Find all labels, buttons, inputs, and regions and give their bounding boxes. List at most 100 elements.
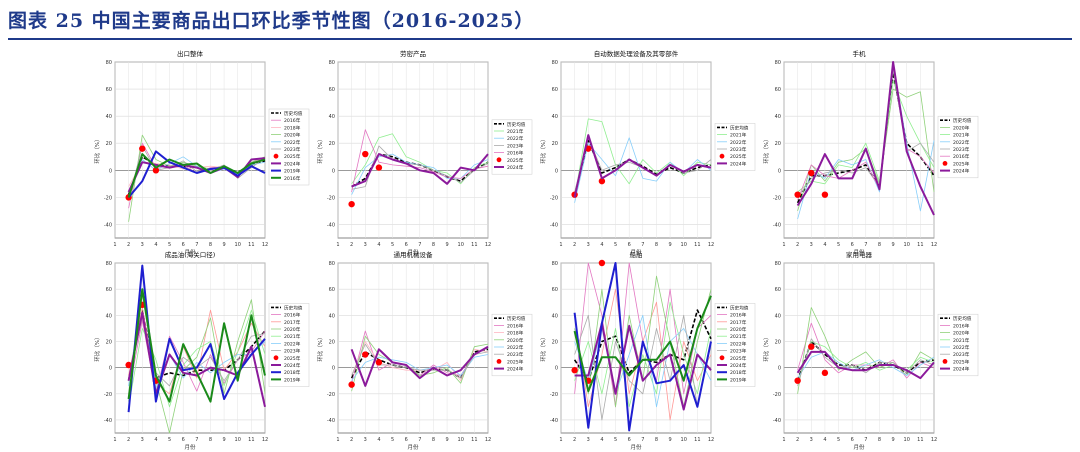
legend-label: 2023年	[284, 146, 301, 153]
y-tick-label: 0	[332, 366, 335, 372]
x-tick-label: 12	[708, 242, 714, 248]
legend-label: 2016年	[284, 312, 301, 319]
x-tick-label: 3	[141, 437, 144, 443]
y-tick-label: -20	[773, 195, 781, 201]
series-line	[573, 295, 712, 393]
x-tick-label: 5	[614, 242, 617, 248]
y-tick-label: -40	[104, 418, 112, 424]
x-tick-label: 6	[405, 242, 408, 248]
y-tick-label: 20	[775, 141, 781, 147]
data-point	[362, 351, 369, 358]
y-tick-label: 60	[329, 287, 335, 293]
plot-frame	[337, 61, 489, 239]
x-axis-label: 月份	[630, 443, 642, 451]
y-tick-label: 80	[329, 261, 335, 267]
y-tick-label: 0	[109, 168, 112, 174]
legend: 历史均值2016年2018年2020年2022年2023年2025年2024年2…	[268, 108, 310, 186]
data-point	[794, 191, 801, 198]
y-tick-label: 80	[106, 261, 112, 267]
x-tick-label: 8	[655, 242, 658, 248]
legend-label: 2022年	[507, 344, 524, 351]
chart-title: 出口整体	[177, 49, 204, 58]
plot-frame	[114, 61, 266, 239]
x-tick-label: 5	[614, 437, 617, 443]
legend-label: 2017年	[730, 319, 747, 326]
legend-label: 历史均值	[507, 315, 526, 322]
x-tick-label: 2	[127, 242, 130, 248]
y-tick-label: 80	[329, 60, 335, 66]
x-tick-label: 2	[573, 242, 576, 248]
legend-marker	[719, 153, 725, 159]
series-line	[797, 80, 935, 193]
legend-box	[937, 115, 979, 179]
x-tick-label: 4	[377, 437, 380, 443]
legend-label: 2024年	[730, 160, 747, 167]
plot-frame	[783, 262, 935, 434]
x-axis-label: 月份	[407, 443, 419, 451]
report-header: 图表 25 中国主要商品出口环比季节性图（2016-2025）	[0, 0, 1080, 40]
y-tick-label: 60	[106, 287, 112, 293]
legend-box	[491, 119, 533, 175]
x-tick-label: 12	[931, 242, 937, 248]
x-tick-label: 3	[587, 242, 590, 248]
chart-title: 成品油(海关口径)	[165, 250, 216, 259]
series-line	[573, 262, 712, 432]
x-tick-label: 10	[235, 242, 241, 248]
x-tick-label: 10	[458, 437, 464, 443]
legend-label: 历史均值	[730, 124, 749, 131]
x-tick-label: 11	[917, 437, 923, 443]
y-axis-label: 环比（%）	[762, 334, 770, 361]
x-tick-label: 6	[182, 437, 185, 443]
y-tick-label: 40	[106, 114, 112, 120]
x-tick-label: 4	[154, 437, 157, 443]
y-tick-label: -20	[327, 392, 335, 398]
data-point	[139, 145, 146, 152]
data-point	[598, 259, 606, 267]
x-tick-label: 12	[485, 437, 491, 443]
legend-label: 2022年	[953, 344, 970, 351]
x-tick-label: 6	[851, 242, 854, 248]
data-point	[598, 177, 606, 185]
x-axis-label: 月份	[407, 248, 419, 256]
data-point	[362, 150, 369, 158]
y-tick-label: -20	[104, 195, 112, 201]
data-point	[571, 367, 578, 374]
series-line	[574, 301, 712, 408]
x-tick-label: 2	[350, 437, 353, 443]
x-tick-label: 9	[445, 437, 448, 443]
y-tick-label: -20	[104, 392, 112, 398]
legend-label: 2019年	[284, 168, 301, 175]
legend-label: 2025年	[730, 355, 747, 362]
series-line	[574, 322, 712, 411]
x-tick-label: 2	[796, 437, 799, 443]
x-tick-label: 4	[823, 437, 826, 443]
legend-label: 2020年	[284, 132, 301, 139]
legend-label: 2024年	[284, 362, 301, 369]
x-tick-label: 9	[668, 437, 671, 443]
plot-frame	[560, 61, 712, 239]
data-point	[808, 343, 815, 350]
legend-label: 历史均值	[507, 121, 526, 128]
legend-label: 2023年	[730, 348, 747, 355]
legend-label: 2021年	[507, 128, 524, 135]
legend-label: 2023年	[284, 348, 301, 355]
x-tick-label: 2	[350, 242, 353, 248]
y-axis-label: 环比（%）	[539, 136, 547, 163]
legend-label: 历史均值	[953, 315, 972, 322]
legend-label: 2016年	[730, 312, 747, 319]
legend-label: 2025年	[953, 160, 970, 167]
legend-label: 2022年	[284, 340, 301, 347]
x-tick-label: 3	[810, 242, 813, 248]
data-point	[125, 361, 132, 369]
legend-label: 历史均值	[953, 117, 972, 124]
y-tick-label: -20	[773, 392, 781, 398]
x-tick-label: 8	[878, 437, 881, 443]
legend: 历史均值2016年2017年2020年2021年2022年2023年2025年2…	[268, 303, 310, 387]
y-tick-label: 80	[552, 60, 558, 66]
legend-label: 2018年	[284, 369, 301, 376]
legend-label: 2024年	[953, 366, 970, 373]
legend-label: 2016年	[507, 150, 524, 157]
x-tick-label: 12	[931, 437, 937, 443]
